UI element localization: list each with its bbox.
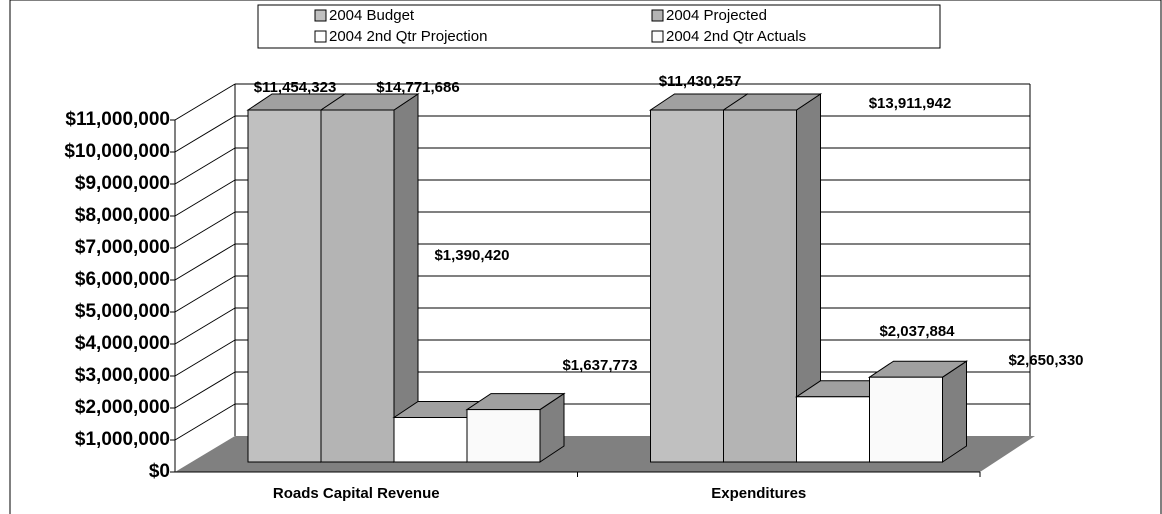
grid-line	[174, 275, 236, 313]
bar	[723, 109, 797, 463]
bar	[247, 109, 322, 463]
bar	[650, 109, 724, 463]
y-tick-label: $2,000,000	[75, 397, 170, 418]
bar	[393, 417, 468, 463]
legend-swatch	[314, 30, 327, 43]
grid-line	[174, 243, 236, 281]
data-label: $1,637,773	[562, 357, 637, 374]
legend-label: 2004 2nd Qtr Actuals	[666, 28, 806, 45]
bar	[869, 376, 943, 463]
x-tick-label: Expenditures	[711, 485, 806, 502]
grid-line	[174, 179, 236, 217]
grid-line	[174, 403, 236, 441]
legend-swatch	[314, 9, 327, 22]
y-tick-label: $6,000,000	[75, 269, 170, 290]
data-label: $2,037,884	[879, 323, 955, 340]
data-label: $11,430,257	[659, 73, 742, 90]
y-tick-label: $8,000,000	[75, 205, 170, 226]
chart-border	[9, 0, 1162, 514]
y-tick-label: $10,000,000	[64, 141, 170, 162]
y-tick-label: $0	[149, 461, 170, 482]
legend-label: 2004 Budget	[329, 7, 415, 24]
y-tick-label: $1,000,000	[75, 429, 170, 450]
grid-line	[174, 147, 236, 185]
legend-label: 2004 2nd Qtr Projection	[329, 28, 487, 45]
grid-line	[174, 371, 236, 409]
bar	[320, 109, 395, 463]
grid-line	[174, 83, 236, 121]
y-tick-label: $7,000,000	[75, 237, 170, 258]
legend-swatch	[651, 30, 664, 43]
bar	[796, 396, 870, 463]
grid-line	[174, 115, 236, 153]
data-label: $13,911,942	[869, 95, 952, 112]
data-label: $2,650,330	[1008, 352, 1083, 369]
legend-label: 2004 Projected	[666, 7, 767, 24]
grid-line	[174, 339, 236, 377]
y-tick-label: $5,000,000	[75, 301, 170, 322]
bar-side	[942, 360, 967, 463]
y-tick-label: $4,000,000	[75, 333, 170, 354]
y-tick-label: $9,000,000	[75, 173, 170, 194]
data-label: $1,390,420	[434, 247, 509, 264]
data-label: $11,454,323	[254, 79, 337, 96]
data-label: $14,771,686	[376, 79, 459, 96]
legend-swatch	[651, 9, 664, 22]
y-tick-label: $11,000,000	[65, 109, 170, 130]
x-tick-label: Roads Capital Revenue	[273, 485, 440, 502]
y-tick-label: $3,000,000	[75, 365, 170, 386]
grid-line	[174, 307, 236, 345]
grid-line	[174, 211, 236, 249]
legend	[257, 4, 941, 49]
bar	[466, 409, 541, 463]
